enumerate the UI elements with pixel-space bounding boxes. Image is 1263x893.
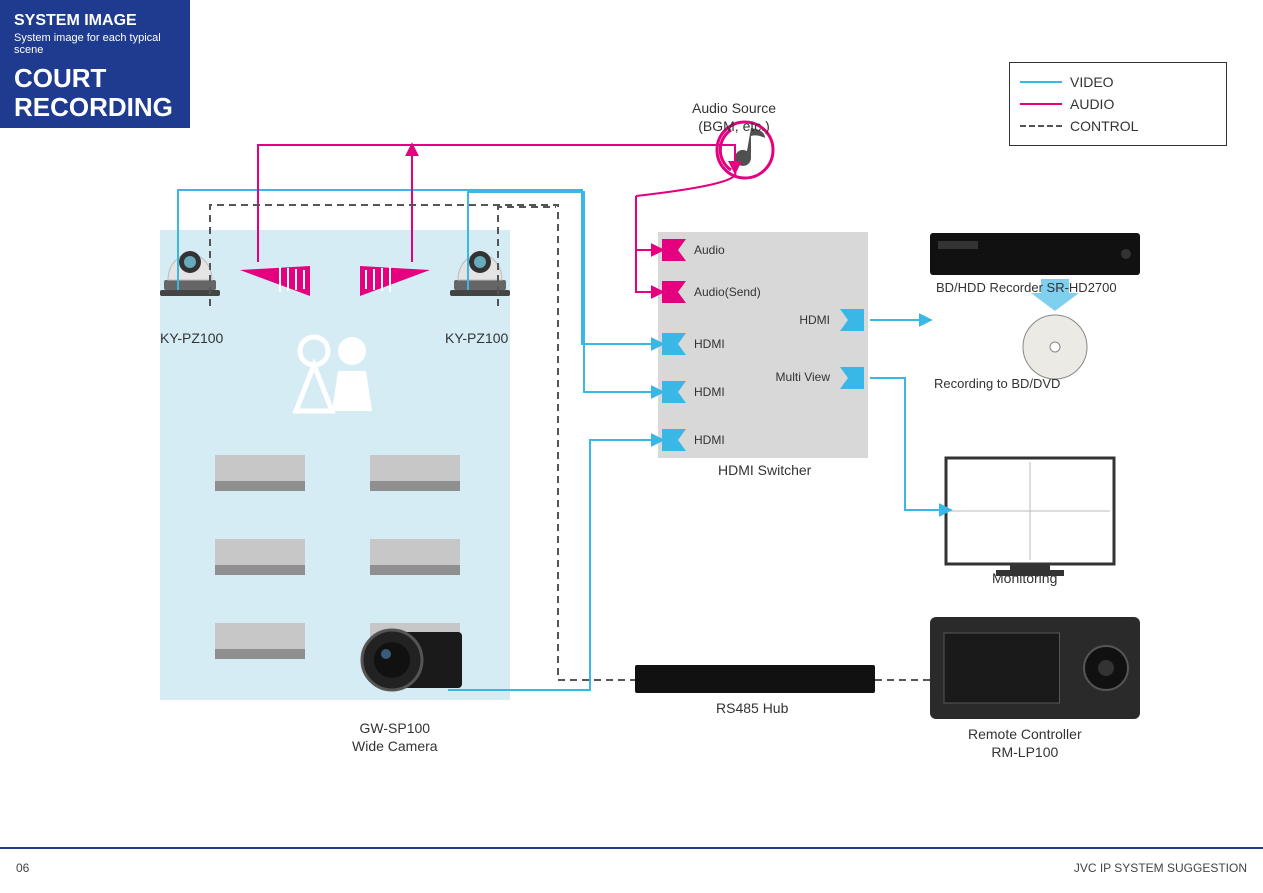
label-controller: Remote ControllerRM-LP100 (968, 726, 1082, 761)
label-port-audio2: Audio(Send) (694, 285, 761, 300)
disc-icon (1023, 315, 1087, 379)
footer-page-number: 06 (16, 861, 29, 875)
label-bgm: Audio Source(BGM, etc.) (692, 100, 776, 135)
label-cam-left: KY-PZ100 (160, 330, 223, 348)
page-footer: 06 JVC IP SYSTEM SUGGESTION (0, 847, 1263, 893)
label-port-hdmi3: HDMI (694, 433, 725, 448)
label-port-audio1: Audio (694, 243, 725, 258)
controller-icon (930, 617, 1140, 719)
label-disc: Recording to BD/DVD (934, 376, 1060, 392)
footer-title: JVC IP SYSTEM SUGGESTION (1074, 861, 1247, 875)
recorder-icon (930, 233, 1140, 275)
label-recorder: BD/HDD Recorder SR-HD2700 (936, 280, 1117, 296)
label-port-out-hdmi: HDMI (788, 313, 830, 328)
label-cam-right: KY-PZ100 (445, 330, 508, 348)
label-port-hdmi2: HDMI (694, 385, 725, 400)
label-monitor: Monitoring (992, 570, 1057, 588)
label-port-hdmi1: HDMI (694, 337, 725, 352)
page-root: SYSTEM IMAGE System image for each typic… (0, 0, 1263, 893)
switcher-box (658, 232, 868, 458)
monitor-icon (946, 458, 1114, 576)
label-switcher: HDMI Switcher (718, 462, 811, 480)
label-cam-wide: GW-SP100Wide Camera (352, 720, 438, 755)
label-port-out-multi: Multi View (770, 370, 830, 385)
hub-icon (635, 665, 875, 693)
label-hub: RS485 Hub (716, 700, 788, 718)
camera-wide-icon (362, 630, 462, 690)
